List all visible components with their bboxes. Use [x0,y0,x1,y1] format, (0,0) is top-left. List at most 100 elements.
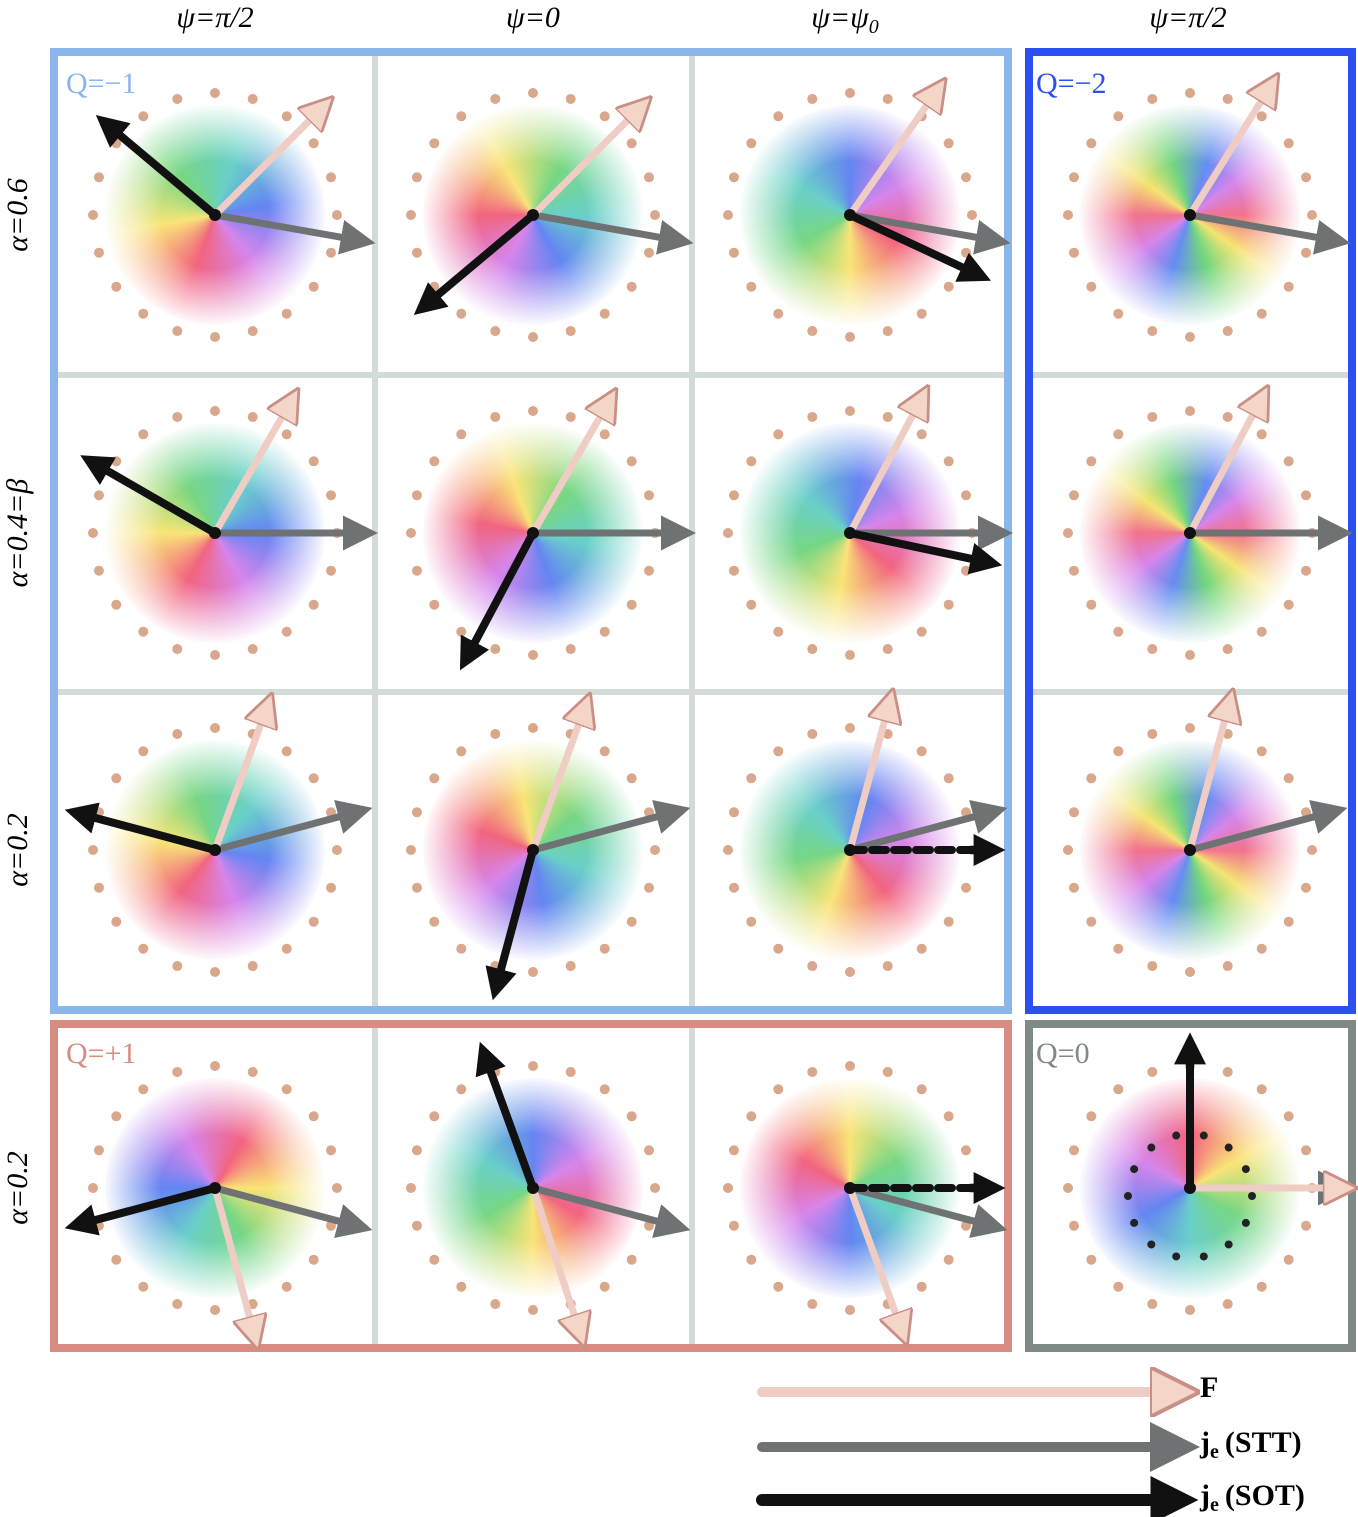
spin-dot [1113,1084,1124,1095]
spin-dot [650,210,660,220]
spin-dot [1307,845,1317,855]
cell [406,88,694,342]
spin-dot [807,728,818,739]
box-label: Q=−2 [1036,67,1107,100]
row-label: α=0.2 [1,1151,34,1225]
row-label: α=0.6 [1,178,34,252]
spin-dot [1256,429,1267,440]
spin-dot [308,1254,319,1265]
spin-dot [916,1281,927,1292]
spin-dot [1113,429,1124,440]
spin-dot [247,93,258,104]
spin-dot [429,916,440,927]
spin-dot [308,773,319,784]
spin-dot [728,1220,739,1231]
column-header-subscript: 0 [869,16,879,38]
sot-arrow [64,1184,219,1236]
spin-dot [882,644,893,655]
spin-dot [172,728,183,739]
grid [56,56,1350,1346]
spin-dot [1222,411,1233,422]
spin-dot [1147,728,1158,739]
spin-dot [746,456,757,467]
spin-dot [807,1299,818,1310]
spin-dot [88,845,98,855]
spin-dot [1241,1165,1250,1174]
spin-dot [1130,1218,1139,1227]
spin-dot [411,172,422,183]
box-label: Q=+1 [66,1037,137,1070]
spin-dot [490,411,501,422]
spin-dot [807,326,818,337]
spin-dot [210,88,220,98]
spin-dot [326,490,337,501]
spin-dot [1068,807,1079,818]
center-dot [527,844,539,856]
spin-dot [308,281,319,292]
box-label: Q=−1 [66,67,137,100]
spin-dot [723,845,733,855]
spin-dot [490,1299,501,1310]
spin-dot [882,1066,893,1077]
spin-dot [1068,490,1079,501]
spin-dot [1068,1220,1079,1231]
spin-dot [1113,308,1124,319]
cell [723,88,1011,342]
spin-dot [1185,723,1195,733]
spin-dot [210,723,220,733]
spin-dot [281,308,292,319]
spin-dot [1086,456,1097,467]
spin-dot [728,882,739,893]
spin-dot [916,626,927,637]
spin-dot [599,626,610,637]
box-label: Q=0 [1036,1037,1090,1070]
spin-dot [943,773,954,784]
spin-dot [807,644,818,655]
spin-dot [1283,773,1294,784]
spin-dot [456,943,467,954]
spin-dot [111,1254,122,1265]
spin-dot [1283,1254,1294,1265]
spin-dot [1147,411,1158,422]
stt-arrow [529,1184,691,1239]
spin-dot [626,773,637,784]
spin-dot [1222,1066,1233,1077]
f-arrow [211,718,263,854]
legend-label: je (STT) [1199,1426,1302,1463]
spin-dot [1113,626,1124,637]
box-q-plus1 [50,1020,1012,1352]
center-dot [209,1182,221,1194]
spin-dot [411,247,422,258]
spin-dot [528,332,538,342]
spin-dot [326,1145,337,1156]
spin-dot [626,599,637,610]
spin-dot [93,172,104,183]
spin-dot [626,281,637,292]
spin-dot [281,943,292,954]
spin-dot [281,1084,292,1095]
spin-dot [429,1111,440,1122]
spin-dot [1068,565,1079,576]
legend-symbol: j [1199,1426,1210,1459]
spin-dot [528,650,538,660]
spin-dot [281,111,292,122]
spin-dot [1063,210,1073,220]
spin-dot [111,773,122,784]
spin-dot [746,281,757,292]
spin-dot [308,599,319,610]
spin-dot [1256,308,1267,319]
column-header: ψ=ψ0 [811,1,879,38]
spin-dot [172,644,183,655]
spin-dot [845,1305,855,1315]
spin-dot [1185,650,1195,660]
spin-dot [1068,172,1079,183]
spin-dot [916,1084,927,1095]
spin-dot [1256,626,1267,637]
legend-text: (STT) [1225,1426,1302,1459]
center-dot [844,209,856,221]
spin-dot [308,1111,319,1122]
center-dot [844,527,856,539]
sot-arrow [80,455,219,537]
spin-dot [728,807,739,818]
sot-arrow [846,529,1003,575]
